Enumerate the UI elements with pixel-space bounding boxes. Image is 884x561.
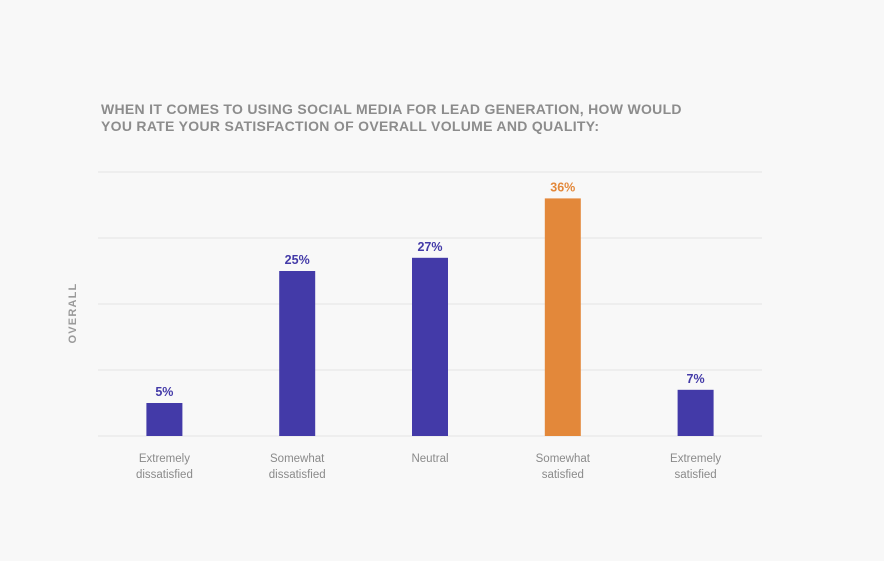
bar [146,403,183,436]
bar [544,198,581,436]
y-axis-label: OVERALL [67,283,79,344]
x-tick-label-line: Somewhat [536,453,591,465]
chart-title-line-2: YOU RATE YOUR SATISFACTION OF OVERALL VO… [101,118,600,134]
data-label: 25% [285,253,310,267]
bar [279,271,316,436]
bar [677,389,714,436]
bars [146,198,714,436]
chart-title-line-1: WHEN IT COMES TO USING SOCIAL MEDIA FOR … [101,101,682,117]
x-tick-label: Somewhat satisfied [536,453,591,481]
x-tick-label-line: Somewhat [270,453,325,465]
data-label: 36% [550,180,575,194]
x-tick-label: Extremely dissatisfied [136,453,193,481]
x-tick-label: Extremely satisfied [670,453,721,481]
bar [412,257,448,436]
x-tick-labels: Extremely dissatisfied Somewhat dissatisfie… [136,453,721,481]
data-label: 27% [417,240,442,254]
chart-title: WHEN IT COMES TO USING SOCIAL MEDIA FOR … [101,101,801,135]
data-label: 5% [155,385,173,399]
x-tick-label-line: dissatisfied [269,469,326,481]
x-tick-label: Neutral [411,453,448,465]
x-tick-label-line: satisfied [675,469,717,481]
x-tick-label-line: Extremely [670,453,721,465]
x-tick-label-line: satisfied [542,469,584,481]
data-labels: 5% 25% 27% 36% 7% [155,180,704,399]
x-tick-label-line: dissatisfied [136,469,193,481]
x-tick-label: Somewhat dissatisfied [269,453,326,481]
x-tick-label-line: Neutral [411,453,448,465]
data-label: 7% [687,372,705,386]
x-tick-label-line: Extremely [139,453,190,465]
